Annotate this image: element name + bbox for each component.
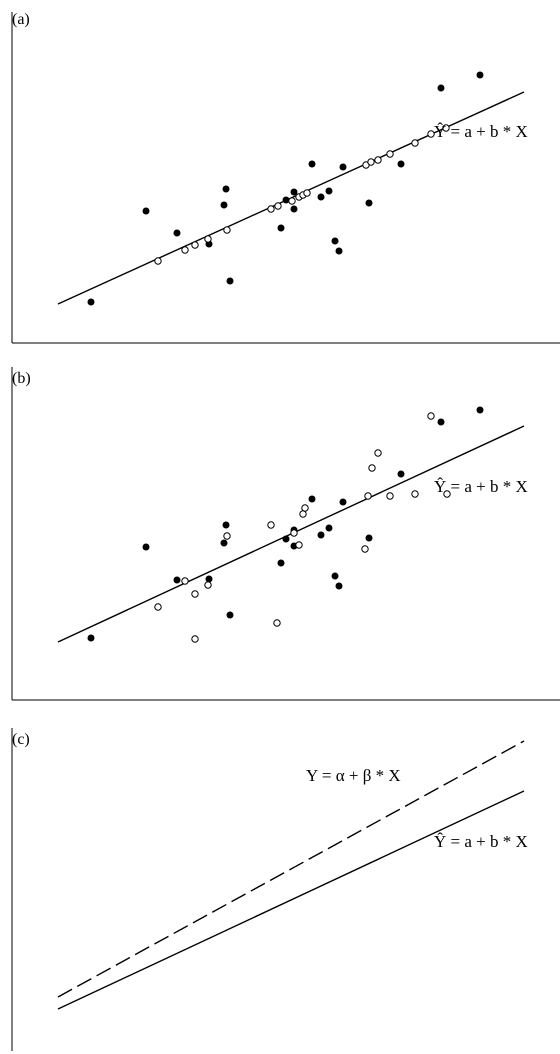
panel-label-a: (a) (12, 11, 30, 28)
filled-point-a (173, 229, 181, 237)
filled-point-b (365, 534, 373, 542)
open-point-b (301, 504, 309, 512)
filled-point-b (397, 470, 405, 478)
filled-point-a (87, 298, 95, 306)
open-point-a (374, 156, 382, 164)
filled-point-a (476, 71, 484, 79)
open-point-b (361, 545, 369, 553)
panel-a: (a) Ŷ = a + b * X (11, 11, 560, 344)
open-point-b (299, 510, 307, 518)
filled-point-b (222, 521, 230, 529)
filled-point-b (282, 535, 290, 543)
filled-point-a (437, 84, 445, 92)
filled-point-b (142, 543, 150, 551)
open-point-a (288, 197, 296, 205)
filled-point-b (339, 498, 347, 506)
filled-point-a (142, 207, 150, 215)
open-point-b (411, 490, 419, 498)
open-point-a (267, 205, 275, 213)
true-line-label-c: Y = α + β * X (306, 766, 401, 785)
panel-label-b: (b) (12, 370, 31, 387)
open-point-a (181, 246, 189, 254)
filled-point-a (226, 277, 234, 285)
open-point-b (191, 590, 199, 598)
panel-label-c: (c) (12, 731, 30, 748)
open-point-b (364, 492, 372, 500)
open-point-b (191, 635, 199, 643)
true-regression-line-c (57, 740, 525, 998)
open-point-b (154, 603, 162, 611)
open-point-a (191, 241, 199, 249)
open-point-a (442, 124, 450, 132)
filled-point-a (365, 199, 373, 207)
open-point-b (223, 532, 231, 540)
open-point-a (303, 189, 311, 197)
open-point-b (267, 521, 275, 529)
filled-point-a (325, 187, 333, 195)
fitted-regression-line-c (57, 790, 525, 1010)
filled-point-b (437, 418, 445, 426)
panel-c: (c) Y = α + β * X Ŷ = a + b * X (11, 728, 528, 1051)
filled-point-a (331, 237, 339, 245)
filled-point-a (397, 160, 405, 168)
filled-point-b (325, 524, 333, 532)
filled-point-b (226, 611, 234, 619)
open-point-b (374, 449, 382, 457)
fit-line-label-a: Ŷ = a + b * X (434, 122, 528, 141)
filled-point-a (222, 185, 230, 193)
open-point-b (368, 464, 376, 472)
filled-point-a (335, 247, 343, 255)
filled-point-b (317, 531, 325, 539)
open-point-a (411, 139, 419, 147)
filled-point-b (331, 572, 339, 580)
filled-point-b (277, 559, 285, 567)
open-point-b (181, 577, 189, 585)
open-point-b (290, 529, 298, 537)
open-point-b (427, 412, 435, 420)
filled-point-a (339, 163, 347, 171)
open-point-b (443, 490, 451, 498)
filled-point-b (173, 576, 181, 584)
panel-b: (b) Ŷ = a + b * X (11, 367, 560, 701)
open-point-b (386, 492, 394, 500)
open-point-a (427, 130, 435, 138)
filled-point-b (335, 582, 343, 590)
open-point-b (273, 619, 281, 627)
filled-point-b (476, 406, 484, 414)
filled-point-a (282, 196, 290, 204)
open-point-a (274, 202, 282, 210)
filled-point-a (290, 205, 298, 213)
open-point-a (386, 150, 394, 158)
filled-point-b (220, 539, 228, 547)
filled-point-a (317, 193, 325, 201)
open-point-b (295, 541, 303, 549)
filled-point-b (87, 634, 95, 642)
fit-line-label-c: Ŷ = a + b * X (434, 832, 528, 851)
open-point-a (204, 235, 212, 243)
fit-line-label-b: Ŷ = a + b * X (434, 477, 528, 496)
open-point-a (154, 257, 162, 265)
open-point-a (367, 158, 375, 166)
filled-point-b (205, 575, 213, 583)
filled-point-a (290, 188, 298, 196)
filled-point-b (308, 495, 316, 503)
open-point-a (223, 226, 231, 234)
filled-point-a (277, 224, 285, 232)
open-point-b (204, 581, 212, 589)
filled-point-a (220, 201, 228, 209)
filled-point-a (308, 160, 316, 168)
